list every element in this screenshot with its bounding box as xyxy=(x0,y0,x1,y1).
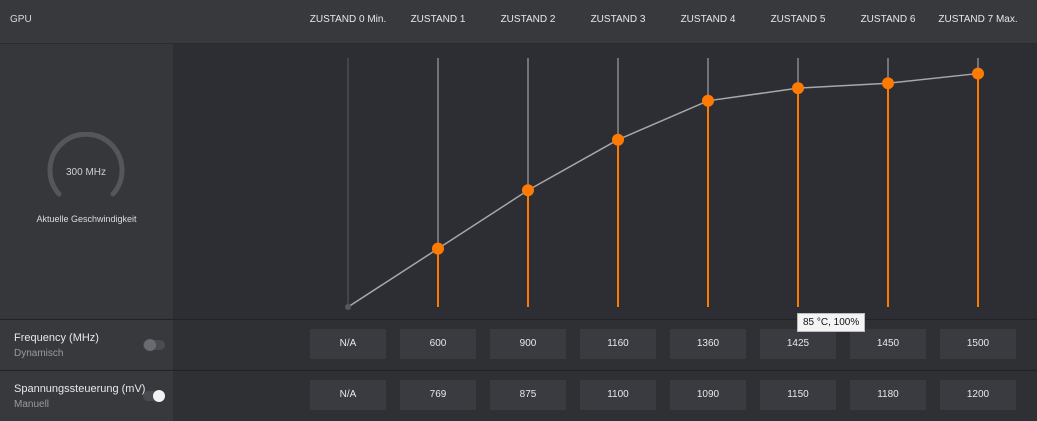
frequency-row: Frequency (MHz) Dynamisch N/A 600 900 11… xyxy=(0,319,1037,369)
toggle-knob xyxy=(153,390,165,402)
gauge-caption: Aktuelle Geschwindigkeit xyxy=(36,214,137,224)
voltage-mode-toggle[interactable] xyxy=(143,390,165,402)
voltage-row-label-panel: Spannungssteuerung (mV) Manuell xyxy=(0,371,173,421)
voltage-cell-2[interactable]: 875 xyxy=(490,380,566,410)
state-header-5: ZUSTAND 5 xyxy=(770,14,826,25)
state-header-7: ZUSTAND 7 Max. xyxy=(938,14,1018,25)
frequency-row-title: Frequency (MHz) xyxy=(14,332,99,344)
header-row: GPU ZUSTAND 0 Min. ZUSTAND 1 ZUSTAND 2 Z… xyxy=(0,0,1037,44)
frequency-cell-1[interactable]: 600 xyxy=(400,329,476,359)
state-header-0: ZUSTAND 0 Min. xyxy=(309,14,387,25)
frequency-curve xyxy=(347,72,979,308)
state-point-0 xyxy=(345,304,351,310)
voltage-row: Spannungssteuerung (mV) Manuell N/A 769 … xyxy=(0,370,1037,421)
state-header-6: ZUSTAND 6 xyxy=(860,14,916,25)
voltage-cell-4[interactable]: 1090 xyxy=(670,380,746,410)
state-point-4[interactable] xyxy=(702,94,714,107)
voltage-cell-5[interactable]: 1150 xyxy=(760,380,836,410)
voltage-cell-6[interactable]: 1180 xyxy=(850,380,926,410)
frequency-cell-0[interactable]: N/A xyxy=(310,329,386,359)
frequency-chart xyxy=(173,44,1037,319)
state-header-3: ZUSTAND 3 xyxy=(590,14,646,25)
state-point-3[interactable] xyxy=(612,133,624,146)
state-point-7[interactable] xyxy=(972,67,984,80)
state-point-5[interactable] xyxy=(792,82,804,95)
gauge-value: 300 MHz xyxy=(65,167,106,178)
frequency-row-mode: Dynamisch xyxy=(14,348,64,359)
frequency-cell-3[interactable]: 1160 xyxy=(580,329,656,359)
speed-gauge xyxy=(47,132,125,197)
state-point-6[interactable] xyxy=(882,77,894,90)
voltage-cell-3[interactable]: 1100 xyxy=(580,380,656,410)
state-header-4: ZUSTAND 4 xyxy=(680,14,736,25)
gpu-label: GPU xyxy=(10,14,32,25)
temperature-tooltip: 85 °C, 100% xyxy=(797,313,866,332)
state-header-1: ZUSTAND 1 xyxy=(410,14,466,25)
voltage-row-title: Spannungssteuerung (mV) xyxy=(14,383,146,395)
state-point-1[interactable] xyxy=(432,242,444,255)
voltage-cell-7[interactable]: 1200 xyxy=(940,380,1016,410)
frequency-cell-5[interactable]: 1425 xyxy=(760,329,836,359)
frequency-cell-6[interactable]: 1450 xyxy=(850,329,926,359)
voltage-cell-1[interactable]: 769 xyxy=(400,380,476,410)
frequency-mode-toggle[interactable] xyxy=(143,339,165,351)
frequency-chart-svg xyxy=(345,58,984,310)
frequency-cell-2[interactable]: 900 xyxy=(490,329,566,359)
voltage-row-mode: Manuell xyxy=(14,399,50,410)
voltage-cell-0[interactable]: N/A xyxy=(310,380,386,410)
frequency-cell-7[interactable]: 1500 xyxy=(940,329,1016,359)
state-header-2: ZUSTAND 2 xyxy=(500,14,556,25)
toggle-knob xyxy=(144,339,156,351)
frequency-row-label-panel: Frequency (MHz) Dynamisch xyxy=(0,320,173,369)
state-point-2[interactable] xyxy=(522,184,534,197)
frequency-cell-4[interactable]: 1360 xyxy=(670,329,746,359)
